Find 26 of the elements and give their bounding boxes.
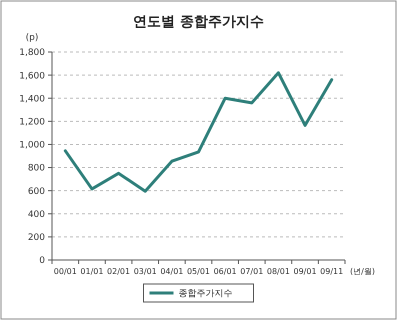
- y-axis-title: (p): [26, 33, 38, 43]
- x-tick-label: 02/01: [107, 267, 130, 276]
- x-tick-label: 04/01: [160, 267, 184, 276]
- y-tick-label: 800: [28, 164, 46, 174]
- x-tick-label: 09/01: [294, 267, 317, 276]
- y-tick-label: 1,800: [19, 48, 46, 58]
- legend-label: 종합주가지수: [178, 289, 232, 300]
- y-tick-label: 400: [28, 210, 46, 220]
- y-tick-label: 1,400: [19, 94, 46, 104]
- line-series: [64, 71, 334, 193]
- x-tick-label: 00/01: [54, 267, 77, 276]
- x-tick-label: 08/01: [266, 267, 290, 276]
- x-tick-label: 07/01: [240, 267, 264, 276]
- x-axis-title: (년/월): [350, 267, 375, 276]
- y-tick-label: 0: [39, 256, 46, 266]
- y-tick-label: 1,600: [19, 71, 46, 82]
- y-tick-label: 1,200: [19, 117, 46, 128]
- y-tick-label: 1,000: [19, 140, 46, 151]
- x-tick-label: 03/01: [134, 267, 157, 276]
- y-tick-label: 200: [28, 233, 46, 244]
- x-tick-label: 06/01: [214, 267, 237, 276]
- x-tick-label: 01/01: [80, 267, 104, 276]
- y-tick-label: 600: [28, 186, 46, 197]
- chart-title: 연도별 종합주가지수: [133, 14, 264, 30]
- x-tick-label: 09/11: [320, 267, 344, 276]
- x-tick-label: 05/01: [186, 267, 210, 276]
